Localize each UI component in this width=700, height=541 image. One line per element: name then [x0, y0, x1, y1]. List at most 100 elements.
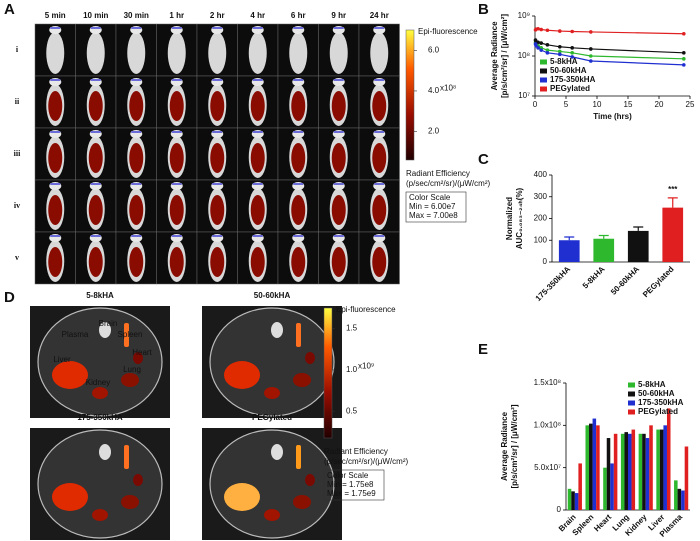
point: [545, 51, 550, 55]
bar: [674, 480, 678, 510]
x-tick-label: 0: [533, 100, 538, 109]
x-tick-label: 175-350kHA: [534, 264, 573, 303]
bar: [663, 425, 667, 510]
ear-tag: [293, 27, 304, 29]
time-header: 5 min: [45, 11, 66, 20]
y-tick-label: 100: [534, 235, 548, 244]
ear-tag: [374, 131, 385, 133]
row-label: v: [15, 253, 19, 262]
organ-kidney: [264, 509, 280, 521]
error-bar: [564, 236, 575, 241]
fluorescence: [210, 195, 225, 225]
y-axis-label: Average Radiance: [500, 411, 509, 481]
colorbar-scale: x10⁸: [440, 84, 456, 93]
ear-tag: [131, 183, 142, 185]
point: [539, 27, 543, 32]
colorbar-title: Epi-fluorescence: [418, 27, 478, 36]
legend-swatch: [628, 400, 635, 406]
fluorescence: [250, 143, 265, 173]
y-tick-label: 0: [543, 257, 548, 266]
organ-heart: [133, 352, 143, 364]
fluorescence: [291, 91, 306, 121]
organ-heart: [305, 474, 315, 486]
ear-tag: [252, 79, 263, 81]
mouse-body: [46, 32, 65, 74]
ear-tag: [252, 27, 263, 29]
row-label: iii: [14, 149, 21, 158]
ear-tag: [131, 235, 142, 237]
ear-tag: [50, 235, 61, 237]
fluorescence: [291, 247, 306, 277]
mouse-body: [167, 32, 186, 74]
ear-tag: [171, 235, 182, 237]
color-scale-box: [323, 469, 385, 501]
y-tick-label: 200: [534, 214, 548, 223]
legend-label: PEGylated: [550, 84, 590, 93]
bar: [596, 425, 600, 510]
colorbar-unit-title: Radiant Efficiency: [324, 447, 388, 456]
fluorescence: [48, 143, 63, 173]
y-tick-label: 10⁸: [518, 51, 530, 60]
row-label: i: [16, 45, 19, 54]
point: [536, 40, 540, 45]
x-tick-label: 25: [686, 100, 695, 109]
bar: [567, 488, 572, 510]
fluorescence: [250, 247, 265, 277]
group-title: 175-350kHA: [77, 413, 123, 422]
mouse-body: [248, 32, 267, 74]
point: [589, 47, 593, 51]
colorbar: [405, 29, 415, 161]
colorbar-title: Epi-fluorescence: [336, 305, 396, 314]
y-tick-label: 0: [557, 505, 562, 514]
fluorescence: [210, 247, 225, 277]
colorbar-unit: (p/sec/cm²/sr)/(μW/cm²): [324, 457, 408, 466]
color-scale-box: [405, 191, 467, 223]
ear-tag: [293, 235, 304, 237]
bar: [589, 423, 593, 510]
y-tick-label: 1.5x10⁸: [534, 378, 561, 387]
organ-brain: [99, 444, 111, 460]
point: [682, 57, 686, 61]
organ-lung: [293, 495, 311, 509]
point: [536, 26, 540, 31]
bar: [585, 425, 590, 510]
point: [539, 41, 543, 45]
bar: [681, 490, 685, 510]
fluorescence: [372, 247, 387, 277]
point: [545, 43, 550, 47]
legend-swatch: [540, 86, 547, 92]
point: [545, 28, 550, 33]
ear-tag: [333, 27, 344, 29]
point: [536, 46, 540, 50]
fluorescence: [331, 143, 346, 173]
panel-letter: D: [4, 289, 15, 306]
ear-tag: [374, 235, 385, 237]
bar: [606, 438, 611, 510]
colorbar-tick-label: 2.0: [428, 127, 440, 136]
mouse-body: [289, 32, 308, 74]
x-tick-label: 10: [593, 100, 602, 109]
bar: [666, 408, 671, 510]
y-axis-label: Normalized: [505, 197, 514, 240]
legend-swatch: [628, 391, 635, 397]
organ-label: Lung: [123, 365, 141, 374]
point: [570, 55, 574, 59]
legend-label: 175-350kHA: [638, 398, 684, 407]
ear-tag: [293, 183, 304, 185]
legend-label: 50-60kHA: [550, 66, 587, 75]
colorbar-unit-title: Radiant Efficiency: [406, 169, 470, 178]
ear-tag: [252, 131, 263, 133]
organ-lung: [293, 373, 311, 387]
bar: [624, 432, 628, 510]
time-header: 30 min: [124, 11, 149, 20]
organ-spleen: [296, 445, 301, 469]
ear-tag: [90, 79, 101, 81]
fluorescence: [129, 143, 144, 173]
point: [539, 48, 543, 52]
fluorescence: [210, 143, 225, 173]
ear-tag: [374, 183, 385, 185]
legend-label: PEGylated: [638, 407, 678, 416]
bar: [677, 488, 682, 510]
ear-tag: [50, 27, 61, 29]
fluorescence: [88, 195, 103, 225]
